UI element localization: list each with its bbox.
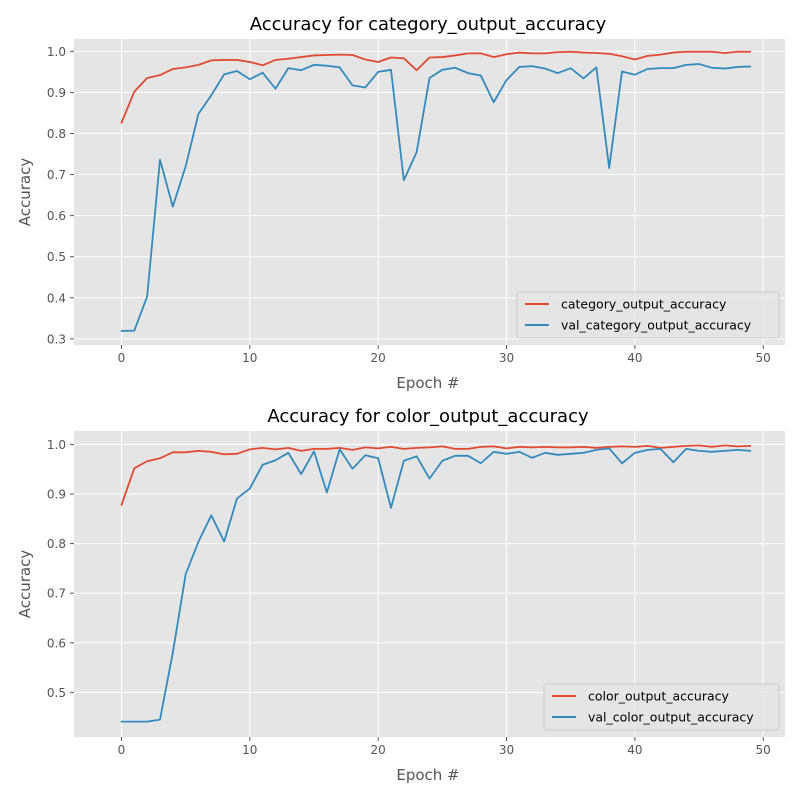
y-tick-label: 0.7 xyxy=(47,587,66,601)
x-tick-label: 30 xyxy=(499,743,514,757)
y-axis-label: Accuracy xyxy=(16,550,34,619)
x-axis-label: Epoch # xyxy=(396,374,459,392)
legend-label-0: category_output_accuracy xyxy=(561,297,727,312)
legend-label-1: val_color_output_accuracy xyxy=(588,710,754,725)
y-tick-label: 1.0 xyxy=(47,45,66,59)
x-tick-label: 0 xyxy=(118,743,126,757)
x-tick-label: 50 xyxy=(756,351,771,365)
y-tick-label: 0.8 xyxy=(47,127,66,141)
chart-title: Accuracy for category_output_accuracy xyxy=(250,14,607,35)
y-tick-label: 0.9 xyxy=(47,487,66,501)
x-tick-label: 10 xyxy=(242,743,257,757)
x-tick-labels: 0 10 20 30 40 50 xyxy=(118,743,771,757)
y-tick-label: 0.8 xyxy=(47,537,66,551)
x-tick-label: 40 xyxy=(627,743,642,757)
x-tick-label: 20 xyxy=(371,351,386,365)
x-tick-label: 0 xyxy=(118,351,126,365)
series-line-category-output-accuracy xyxy=(120,50,752,124)
series-lines xyxy=(120,50,752,332)
chart-category-accuracy: Accuracy for category_output_accuracy 0 1… xyxy=(16,14,785,392)
series-line-color-output-accuracy xyxy=(120,444,752,506)
legend: category_output_accuracy val_category_ou… xyxy=(516,291,780,339)
y-tick-label: 0.5 xyxy=(47,250,66,264)
grid xyxy=(74,431,785,737)
tick-marks xyxy=(70,50,764,349)
series-line-val-category-output-accuracy xyxy=(120,63,752,332)
y-tick-label: 0.4 xyxy=(47,291,66,305)
chart-title: Accuracy for color_output_accuracy xyxy=(267,406,589,427)
x-tick-label: 30 xyxy=(499,351,514,365)
legend: color_output_accuracy val_color_output_a… xyxy=(543,683,780,731)
y-tick-label: 0.6 xyxy=(47,209,66,223)
y-tick-labels: 0.5 0.6 0.7 0.8 0.9 1.0 xyxy=(47,438,66,700)
series-line-val-color-output-accuracy xyxy=(120,447,752,723)
y-tick-label: 0.7 xyxy=(47,168,66,182)
y-axis-label: Accuracy xyxy=(16,158,34,227)
x-tick-label: 20 xyxy=(371,743,386,757)
chart-color-accuracy: Accuracy for color_output_accuracy 0 10 20… xyxy=(16,406,785,784)
x-tick-label: 50 xyxy=(756,743,771,757)
y-tick-label: 0.6 xyxy=(47,636,66,650)
series-lines xyxy=(120,444,752,723)
y-tick-labels: 0.3 0.4 0.5 0.6 0.7 0.8 0.9 1.0 xyxy=(47,45,66,347)
y-tick-label: 0.9 xyxy=(47,86,66,100)
x-axis-label: Epoch # xyxy=(396,766,459,784)
y-tick-label: 0.5 xyxy=(47,686,66,700)
x-tick-label: 40 xyxy=(627,351,642,365)
x-tick-labels: 0 10 20 30 40 50 xyxy=(118,351,771,365)
legend-label-1: val_category_output_accuracy xyxy=(561,318,752,333)
tick-marks xyxy=(70,443,764,741)
legend-label-0: color_output_accuracy xyxy=(588,689,730,704)
y-tick-label: 1.0 xyxy=(47,438,66,452)
y-tick-label: 0.3 xyxy=(47,332,66,346)
legend-frame xyxy=(516,291,780,339)
x-tick-label: 10 xyxy=(242,351,257,365)
legend-frame xyxy=(543,683,780,731)
